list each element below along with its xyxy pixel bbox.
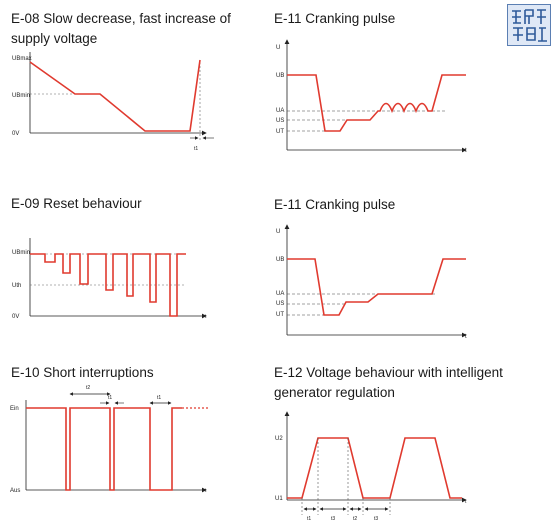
e11b-label-u: U xyxy=(276,229,280,235)
e10-label-t1-b: t1 xyxy=(157,395,161,401)
e12-label-u1: U1 xyxy=(275,496,283,502)
seal-logo-icon xyxy=(507,4,551,46)
e09-label-ubmin: UBmin xyxy=(12,250,30,256)
e08-label-ubmin: UBmin xyxy=(12,93,30,99)
e11a-label-ub: UB xyxy=(276,73,284,79)
panel-title-e09: E-09 Reset behaviour xyxy=(11,196,142,211)
e11a-label-t: t xyxy=(465,148,467,154)
e12-label-t2: t2 xyxy=(353,516,357,522)
e08-label-0v: 0V xyxy=(12,131,19,137)
e09-label-0v: 0V xyxy=(12,314,19,320)
e10-diagram: Ein Aus t t2 t1 t1 xyxy=(10,385,208,494)
e12-signal xyxy=(287,437,462,499)
panel-title-e11a: E-11 Cranking pulse xyxy=(274,11,396,26)
e10-label-t2: t2 xyxy=(86,385,90,391)
e12-label-t3-b: t3 xyxy=(374,516,378,522)
e11b-signal xyxy=(287,258,466,316)
e11b-label-ut: UT xyxy=(276,312,284,318)
panel-title-e12: E-12 Voltage behaviour with intelligent … xyxy=(274,365,503,400)
e10-label-ein: Ein xyxy=(10,406,19,412)
e09-label-uth: Uth xyxy=(12,283,21,289)
e10-label-t: t xyxy=(205,488,207,494)
e12-diagram: U2 U1 t t1 t3 t2 t3 xyxy=(275,411,467,522)
panel-title-e11b: E-11 Cranking pulse xyxy=(274,197,396,212)
e11b-label-us: US xyxy=(276,301,284,307)
e10-label-t1-a: t1 xyxy=(108,395,112,401)
e09-signal xyxy=(30,253,186,317)
e11a-diagram: U UB UA US UT t xyxy=(276,39,467,154)
e09-label-t: t xyxy=(205,314,207,320)
e11b-diagram: U UB UA US UT t xyxy=(276,224,467,340)
e10-label-aus: Aus xyxy=(10,488,20,494)
e12-label-t1: t1 xyxy=(307,516,311,522)
e12-label-u2: U2 xyxy=(275,436,283,442)
e08-label-ubmax: UBmax xyxy=(12,56,32,62)
e09-diagram: UBmin Uth 0V t xyxy=(12,238,207,320)
e12-label-t: t xyxy=(465,499,467,505)
e12-label-t3-a: t3 xyxy=(331,516,335,522)
e08-label-t1: t1 xyxy=(194,146,198,152)
e08-diagram: UBmax UBmin 0V t1 xyxy=(12,52,214,152)
e11b-label-ua: UA xyxy=(276,291,284,297)
e11b-label-ub: UB xyxy=(276,257,284,263)
e08-signal xyxy=(29,59,201,132)
panel-title-e08: E-08 Slow decrease, fast increase of sup… xyxy=(11,11,231,46)
e11a-signal xyxy=(287,74,466,132)
e11a-label-us: US xyxy=(276,118,284,124)
e11a-label-ua: UA xyxy=(276,108,284,114)
e11a-label-u: U xyxy=(276,45,280,51)
e11b-label-t: t xyxy=(465,334,467,340)
e11a-label-ut: UT xyxy=(276,129,284,135)
panel-title-e10: E-10 Short interruptions xyxy=(11,365,154,380)
e10-signal xyxy=(26,407,182,491)
